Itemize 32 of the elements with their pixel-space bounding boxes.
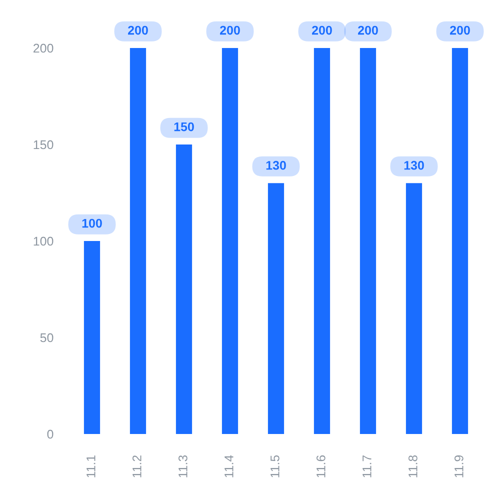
bar xyxy=(360,48,376,434)
x-tick-label: 11.8 xyxy=(408,455,418,478)
bar xyxy=(130,48,146,434)
x-tick-label: 11.6 xyxy=(316,455,326,478)
x-tick-label: 11.9 xyxy=(454,455,464,478)
bar xyxy=(452,48,468,434)
data-label: 200 xyxy=(358,26,378,35)
y-tick-label: 0 xyxy=(47,430,54,439)
x-tick-label: 11.4 xyxy=(224,455,234,478)
data-label: 200 xyxy=(450,26,470,35)
y-tick-label: 150 xyxy=(34,140,54,150)
x-tick-label: 11.3 xyxy=(178,455,188,478)
bar xyxy=(406,183,422,434)
bar xyxy=(176,144,192,434)
x-tick-label: 11.2 xyxy=(132,455,142,478)
x-tick-label: 11.1 xyxy=(86,455,96,478)
data-label: 150 xyxy=(174,122,194,132)
data-label: 130 xyxy=(266,160,286,170)
bar xyxy=(268,183,284,434)
x-tick-label: 11.5 xyxy=(270,455,280,478)
data-label: 200 xyxy=(128,26,148,35)
data-label: 100 xyxy=(82,218,102,228)
y-tick-label: 50 xyxy=(40,333,54,342)
data-label: 130 xyxy=(404,160,424,170)
data-label: 200 xyxy=(220,26,240,35)
bar xyxy=(314,48,330,434)
y-tick-label: 200 xyxy=(34,44,54,53)
x-tick-label: 11.7 xyxy=(362,455,372,478)
bar xyxy=(84,241,100,434)
y-tick-label: 100 xyxy=(34,236,54,246)
data-label: 200 xyxy=(312,26,332,35)
bar xyxy=(222,48,238,434)
